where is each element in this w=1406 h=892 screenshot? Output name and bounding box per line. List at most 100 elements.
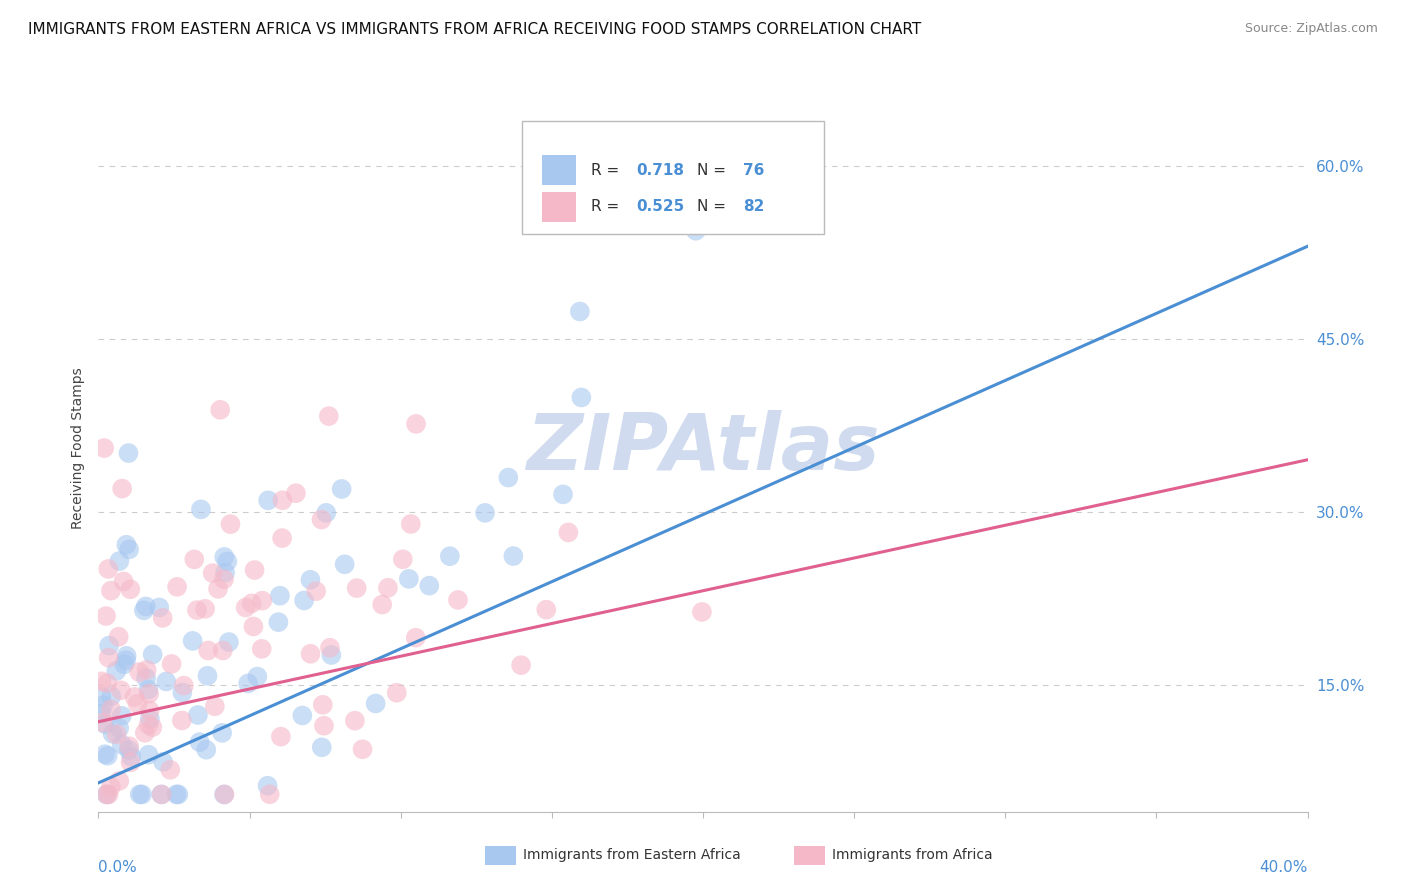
Point (250, 641, 273, 656)
Point (131, 788, 153, 802)
Point (312, 698, 335, 712)
Point (187, 708, 209, 723)
Point (291, 708, 314, 723)
Point (551, 487, 574, 501)
Point (364, 697, 387, 711)
Point (305, 584, 328, 599)
Point (385, 686, 408, 700)
Point (257, 493, 280, 508)
Point (107, 630, 129, 644)
Point (557, 525, 579, 540)
Point (98, 639, 121, 653)
Point (318, 409, 340, 423)
Point (93, 441, 115, 455)
Point (214, 566, 236, 580)
Point (91, 715, 114, 730)
Point (569, 391, 592, 405)
Point (186, 603, 208, 617)
Point (211, 643, 233, 657)
Point (138, 717, 160, 731)
Point (256, 779, 278, 793)
Y-axis label: Receiving Food Stamps: Receiving Food Stamps (70, 368, 84, 529)
Point (132, 603, 155, 617)
Point (284, 486, 307, 500)
Point (330, 482, 353, 496)
Point (118, 743, 141, 757)
Point (194, 602, 217, 616)
Point (188, 735, 211, 749)
Point (240, 596, 263, 610)
Point (96, 676, 118, 690)
Point (90, 706, 112, 721)
FancyBboxPatch shape (522, 121, 824, 234)
Point (170, 714, 193, 728)
Point (172, 685, 194, 699)
Point (97, 788, 120, 802)
Point (195, 742, 218, 756)
Point (214, 788, 236, 802)
Point (211, 726, 233, 740)
Point (160, 657, 183, 671)
Text: 82: 82 (742, 200, 765, 214)
Point (352, 742, 374, 756)
Point (259, 787, 281, 801)
Text: N =: N = (697, 200, 731, 214)
Point (405, 631, 427, 645)
Point (242, 619, 264, 633)
Text: 76: 76 (742, 162, 765, 178)
Point (115, 538, 138, 552)
Point (100, 780, 122, 794)
Point (690, 605, 713, 619)
Point (108, 554, 131, 568)
Point (371, 598, 394, 612)
Point (236, 676, 259, 690)
Point (115, 653, 138, 667)
Point (399, 516, 422, 531)
Point (108, 773, 131, 788)
Point (568, 304, 591, 318)
Point (197, 669, 219, 683)
Point (235, 600, 257, 615)
Point (299, 647, 322, 661)
Point (312, 719, 335, 733)
Point (447, 593, 470, 607)
Point (243, 563, 266, 577)
Point (111, 708, 134, 723)
Point (405, 417, 427, 431)
Point (269, 589, 291, 603)
Point (212, 572, 235, 586)
Point (135, 599, 157, 614)
Point (90, 674, 112, 689)
Point (139, 712, 162, 726)
Point (117, 446, 139, 460)
Point (94, 609, 117, 624)
Point (271, 531, 294, 545)
Text: ZIPAtlas: ZIPAtlas (526, 410, 880, 486)
Point (120, 582, 142, 597)
Point (201, 566, 224, 580)
Point (319, 640, 342, 655)
Point (124, 690, 146, 704)
Point (502, 549, 524, 563)
Point (252, 593, 274, 607)
Point (439, 549, 461, 564)
Point (333, 558, 356, 572)
Point (271, 493, 294, 508)
FancyBboxPatch shape (543, 192, 576, 222)
Point (135, 663, 157, 677)
Point (101, 727, 124, 741)
Text: Immigrants from Africa: Immigrants from Africa (832, 848, 993, 863)
Text: N =: N = (697, 162, 731, 178)
Point (120, 756, 142, 770)
Point (181, 633, 204, 648)
Point (311, 740, 333, 755)
Point (111, 482, 134, 496)
Text: R =: R = (591, 162, 624, 178)
Text: Immigrants from Eastern Africa: Immigrants from Eastern Africa (523, 848, 741, 863)
Point (94, 747, 117, 762)
Point (138, 747, 160, 762)
Point (138, 682, 160, 697)
Point (311, 512, 333, 526)
Point (150, 788, 173, 802)
Point (246, 669, 269, 683)
